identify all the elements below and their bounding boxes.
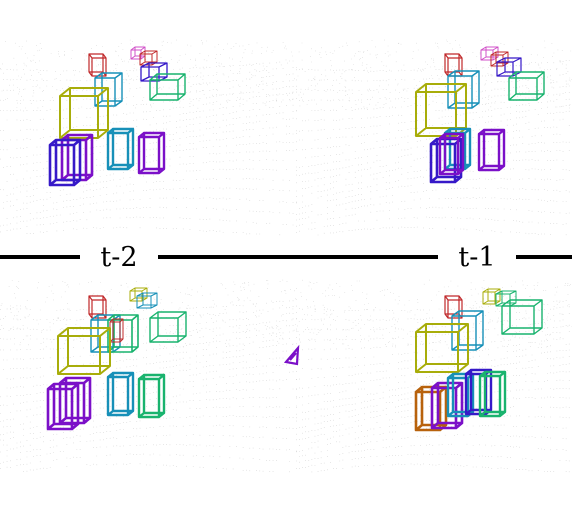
bounding-box-teal [451, 310, 484, 351]
bounding-box-green [478, 370, 507, 418]
bounding-box-purple [430, 381, 464, 430]
bounding-box-green [508, 71, 545, 101]
bounding-box-blue [496, 57, 522, 77]
bounding-box-purple [438, 132, 465, 176]
bounding-box-teal [136, 292, 158, 309]
bounding-box-teal [94, 72, 123, 107]
label-t-1: t-1 [458, 242, 495, 273]
bounding-box-green [149, 73, 186, 101]
bounding-box-yellow-green [415, 323, 469, 373]
bounding-box-yellow-green [129, 287, 148, 302]
bounding-box-orange [414, 385, 448, 432]
bounding-box-teal [106, 371, 135, 417]
bounding-box-green [137, 373, 166, 419]
bounding-box-red [139, 50, 158, 66]
bounding-box-teal [443, 127, 472, 171]
bounding-box-purple [60, 133, 94, 182]
bounding-box-blue [140, 62, 168, 82]
bounding-box-purple [477, 128, 506, 172]
panel-t-2 [48, 46, 186, 187]
label-t-2: t-2 [100, 242, 137, 273]
bounding-box-purple [58, 376, 92, 425]
partial-box-fragment [283, 344, 300, 366]
panel-t-1 [415, 46, 545, 184]
bounding-box-pink [480, 46, 499, 61]
point-scan [296, 39, 572, 236]
bounding-box-red [88, 53, 107, 77]
bounding-box-red [88, 295, 107, 319]
bounding-box-purple [46, 382, 80, 431]
bounding-box-blue [48, 138, 82, 187]
bounding-box-teal [447, 70, 480, 109]
bounding-box-yellow-green [482, 288, 501, 305]
bounding-box-green [149, 311, 187, 343]
bounding-box-green [107, 314, 139, 353]
point-scan [296, 279, 572, 473]
bounding-box-green [501, 299, 543, 335]
bounding-box-red [109, 318, 124, 343]
bounding-box-yellow-green [59, 87, 109, 139]
bounding-box-red [490, 51, 509, 67]
panel-bottom-left [46, 287, 187, 431]
bounding-box-yellow-green [57, 327, 111, 375]
bounding-box-teal [106, 127, 135, 171]
bounding-box-purple [137, 131, 166, 175]
bounding-box-pink [130, 46, 146, 60]
panel-bottom-right [414, 288, 543, 432]
